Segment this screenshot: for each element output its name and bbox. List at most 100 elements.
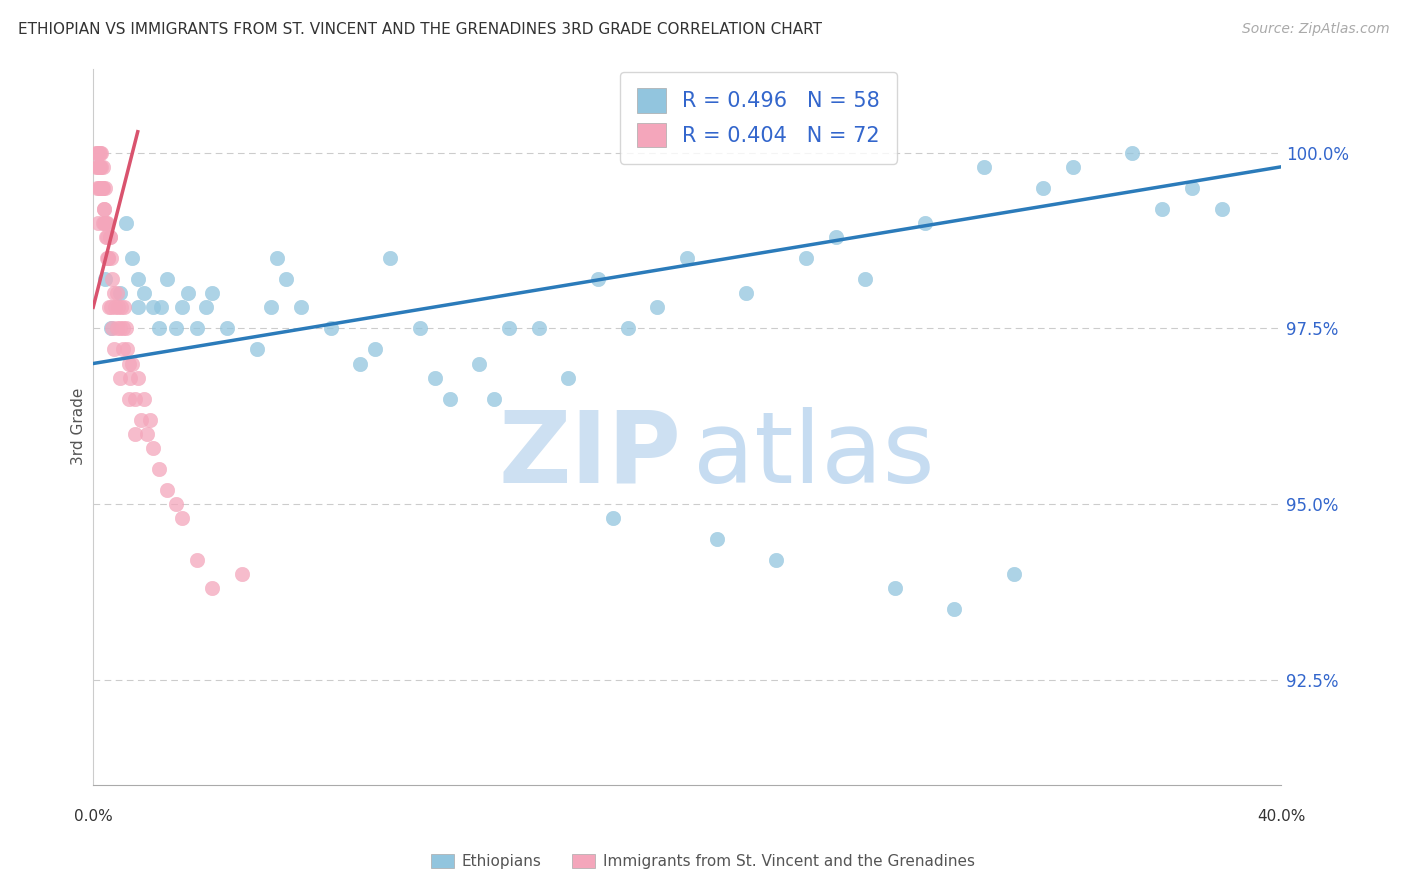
Point: [245, 343, 267, 357]
Point: [676, 251, 699, 265]
Text: ZIP: ZIP: [498, 407, 681, 504]
Point: [127, 301, 149, 315]
Point: [115, 321, 138, 335]
Point: [349, 357, 371, 371]
Point: [86, 145, 108, 160]
Y-axis label: 3rd Grade: 3rd Grade: [72, 388, 86, 466]
Point: [439, 392, 461, 406]
Point: [107, 301, 129, 315]
Point: [378, 251, 401, 265]
Point: [177, 286, 200, 301]
Point: [498, 321, 520, 335]
Point: [138, 413, 160, 427]
Point: [86, 216, 108, 230]
Point: [527, 321, 550, 335]
Point: [108, 286, 131, 301]
Point: [1062, 160, 1084, 174]
Point: [142, 301, 165, 315]
Point: [124, 392, 146, 406]
Point: [121, 251, 143, 265]
Point: [118, 357, 141, 371]
Point: [91, 160, 114, 174]
Point: [90, 160, 112, 174]
Point: [129, 413, 152, 427]
Point: [110, 301, 132, 315]
Point: [111, 321, 134, 335]
Point: [794, 251, 817, 265]
Point: [93, 202, 115, 216]
Point: [115, 216, 138, 230]
Point: [1002, 567, 1025, 582]
Point: [186, 553, 208, 567]
Point: [148, 321, 170, 335]
Legend: R = 0.496   N = 58, R = 0.404   N = 72: R = 0.496 N = 58, R = 0.404 N = 72: [620, 71, 897, 163]
Point: [91, 181, 114, 195]
Point: [165, 321, 187, 335]
Point: [586, 272, 609, 286]
Point: [1032, 181, 1054, 195]
Point: [156, 272, 179, 286]
Point: [87, 145, 110, 160]
Point: [172, 511, 194, 525]
Point: [91, 181, 114, 195]
Point: [104, 301, 127, 315]
Point: [90, 181, 112, 195]
Point: [101, 321, 124, 335]
Text: ETHIOPIAN VS IMMIGRANTS FROM ST. VINCENT AND THE GRENADINES 3RD GRADE CORRELATIO: ETHIOPIAN VS IMMIGRANTS FROM ST. VINCENT…: [18, 22, 823, 37]
Point: [172, 301, 194, 315]
Point: [186, 321, 208, 335]
Point: [93, 202, 115, 216]
Point: [127, 272, 149, 286]
Point: [108, 321, 131, 335]
Point: [98, 230, 121, 244]
Point: [118, 392, 141, 406]
Point: [1211, 202, 1233, 216]
Point: [100, 251, 122, 265]
Point: [97, 251, 120, 265]
Legend: Ethiopians, Immigrants from St. Vincent and the Grenadines: Ethiopians, Immigrants from St. Vincent …: [425, 848, 981, 875]
Point: [423, 370, 446, 384]
Point: [93, 216, 115, 230]
Point: [215, 321, 238, 335]
Point: [156, 483, 179, 497]
Point: [87, 160, 110, 174]
Point: [89, 181, 111, 195]
Point: [105, 321, 128, 335]
Point: [94, 272, 117, 286]
Point: [101, 272, 124, 286]
Point: [150, 301, 173, 315]
Point: [132, 392, 155, 406]
Point: [121, 357, 143, 371]
Point: [97, 251, 120, 265]
Point: [100, 321, 122, 335]
Point: [1121, 145, 1143, 160]
Point: [89, 145, 111, 160]
Point: [616, 321, 638, 335]
Point: [94, 230, 117, 244]
Point: [103, 286, 125, 301]
Point: [165, 497, 187, 511]
Point: [290, 301, 312, 315]
Point: [973, 160, 995, 174]
Point: [647, 301, 669, 315]
Point: [91, 181, 114, 195]
Text: Source: ZipAtlas.com: Source: ZipAtlas.com: [1241, 22, 1389, 37]
Point: [97, 301, 120, 315]
Point: [557, 370, 579, 384]
Point: [602, 511, 624, 525]
Point: [231, 567, 253, 582]
Point: [195, 301, 218, 315]
Point: [127, 370, 149, 384]
Point: [111, 343, 134, 357]
Point: [117, 343, 139, 357]
Point: [132, 286, 155, 301]
Text: 40.0%: 40.0%: [1257, 810, 1305, 824]
Point: [112, 301, 135, 315]
Text: atlas: atlas: [693, 407, 935, 504]
Point: [94, 216, 117, 230]
Point: [765, 553, 787, 567]
Point: [142, 441, 165, 455]
Point: [276, 272, 298, 286]
Point: [108, 370, 131, 384]
Point: [105, 286, 128, 301]
